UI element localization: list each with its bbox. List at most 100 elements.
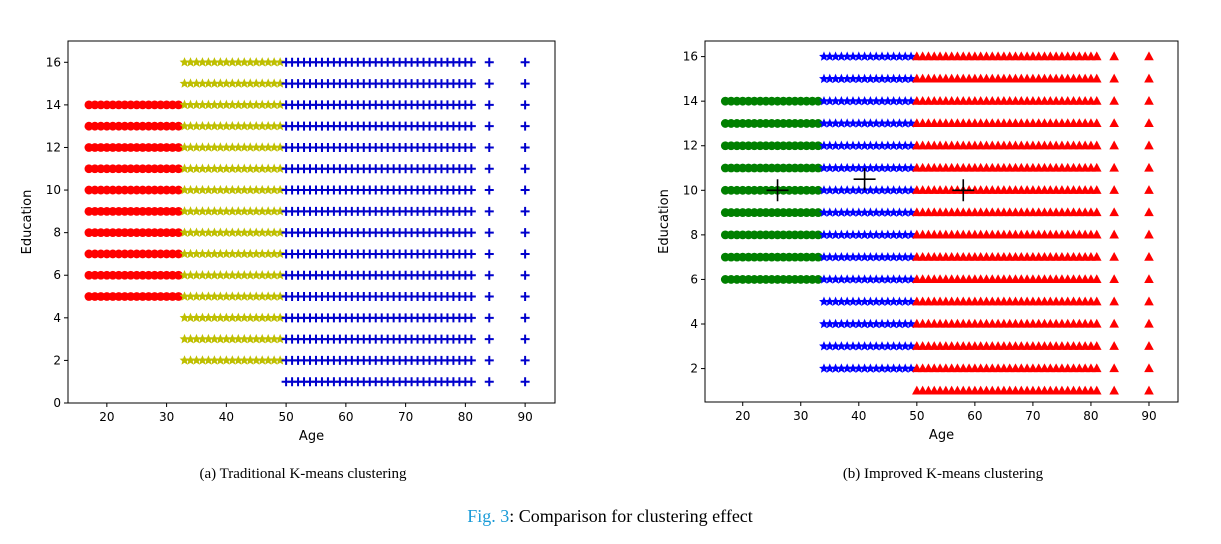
data-point xyxy=(888,185,899,195)
data-point xyxy=(466,292,476,302)
data-point xyxy=(269,120,280,131)
data-point xyxy=(842,207,853,217)
centroid-marker xyxy=(853,168,876,191)
data-point xyxy=(221,120,232,131)
data-point xyxy=(233,227,244,237)
data-point xyxy=(215,99,226,110)
data-point xyxy=(894,318,905,329)
data-point xyxy=(233,291,244,301)
data-point xyxy=(900,318,911,329)
data-point xyxy=(842,229,853,240)
data-point xyxy=(174,206,183,216)
data-point xyxy=(848,185,858,195)
data-point xyxy=(848,162,858,173)
data-point xyxy=(824,229,835,240)
data-point xyxy=(824,207,835,217)
data-point xyxy=(484,249,494,259)
data-point xyxy=(888,51,899,61)
data-point xyxy=(848,95,858,106)
data-point xyxy=(824,162,835,173)
data-point xyxy=(269,333,280,344)
data-point xyxy=(484,121,494,131)
data-point xyxy=(836,162,847,173)
data-point xyxy=(848,341,858,351)
data-point xyxy=(859,140,870,150)
data-point xyxy=(871,118,882,128)
data-point xyxy=(900,274,911,284)
data-point xyxy=(221,248,232,259)
data-point xyxy=(882,229,893,240)
data-point xyxy=(824,51,835,61)
data-point xyxy=(882,363,893,373)
data-point xyxy=(1144,251,1154,261)
data-point xyxy=(865,207,876,217)
data-point xyxy=(263,142,274,152)
data-point xyxy=(191,312,202,323)
data-point xyxy=(484,79,494,89)
data-point xyxy=(888,318,899,329)
data-point xyxy=(174,143,183,152)
data-point xyxy=(185,333,196,344)
data-point xyxy=(1109,251,1119,261)
data-point xyxy=(1144,363,1154,373)
data-point xyxy=(824,274,835,284)
data-point xyxy=(215,57,226,67)
data-point xyxy=(179,312,190,323)
data-point xyxy=(859,274,870,284)
data-point xyxy=(520,100,530,110)
data-point xyxy=(900,140,911,150)
data-point xyxy=(877,118,887,128)
data-point xyxy=(888,95,899,106)
data-point xyxy=(239,57,250,67)
data-point xyxy=(848,73,858,84)
data-point xyxy=(824,140,835,150)
data-point xyxy=(197,355,208,365)
data-point xyxy=(215,184,226,195)
data-point xyxy=(185,57,196,67)
data-point xyxy=(275,333,286,344)
series-2 xyxy=(819,51,916,373)
x-tick-label: 70 xyxy=(1025,409,1040,423)
data-point xyxy=(233,248,244,259)
data-point xyxy=(1109,229,1119,239)
data-point xyxy=(251,291,262,301)
data-point xyxy=(1144,140,1154,150)
data-point xyxy=(1144,118,1154,128)
data-point xyxy=(233,206,244,216)
data-point xyxy=(836,51,847,61)
data-point xyxy=(203,312,214,323)
data-point xyxy=(894,341,905,351)
data-point xyxy=(871,207,882,217)
data-point xyxy=(888,207,899,217)
data-point xyxy=(900,185,911,195)
data-point xyxy=(865,341,876,351)
data-point xyxy=(836,185,847,195)
data-point xyxy=(813,141,823,151)
data-point xyxy=(209,142,220,152)
data-point xyxy=(185,206,196,216)
data-point xyxy=(888,140,899,150)
data-point xyxy=(233,120,244,131)
data-point xyxy=(1091,363,1102,373)
data-point xyxy=(227,227,238,237)
data-point xyxy=(466,206,476,216)
data-point xyxy=(900,118,911,128)
data-point xyxy=(245,312,256,323)
data-point xyxy=(269,163,280,173)
x-axis-label: Age xyxy=(299,429,324,444)
data-point xyxy=(257,184,268,195)
data-point xyxy=(179,163,190,173)
data-point xyxy=(484,100,494,110)
data-point xyxy=(1091,318,1102,328)
data-point xyxy=(239,333,250,344)
data-point xyxy=(888,229,899,240)
data-point xyxy=(215,248,226,259)
data-point xyxy=(882,51,893,61)
data-point xyxy=(520,121,530,131)
data-point xyxy=(877,140,887,150)
data-point xyxy=(830,318,841,329)
data-point xyxy=(275,142,286,152)
data-point xyxy=(233,355,244,365)
data-point xyxy=(824,118,835,128)
figure-reference-link[interactable]: Fig. 3 xyxy=(467,506,509,526)
